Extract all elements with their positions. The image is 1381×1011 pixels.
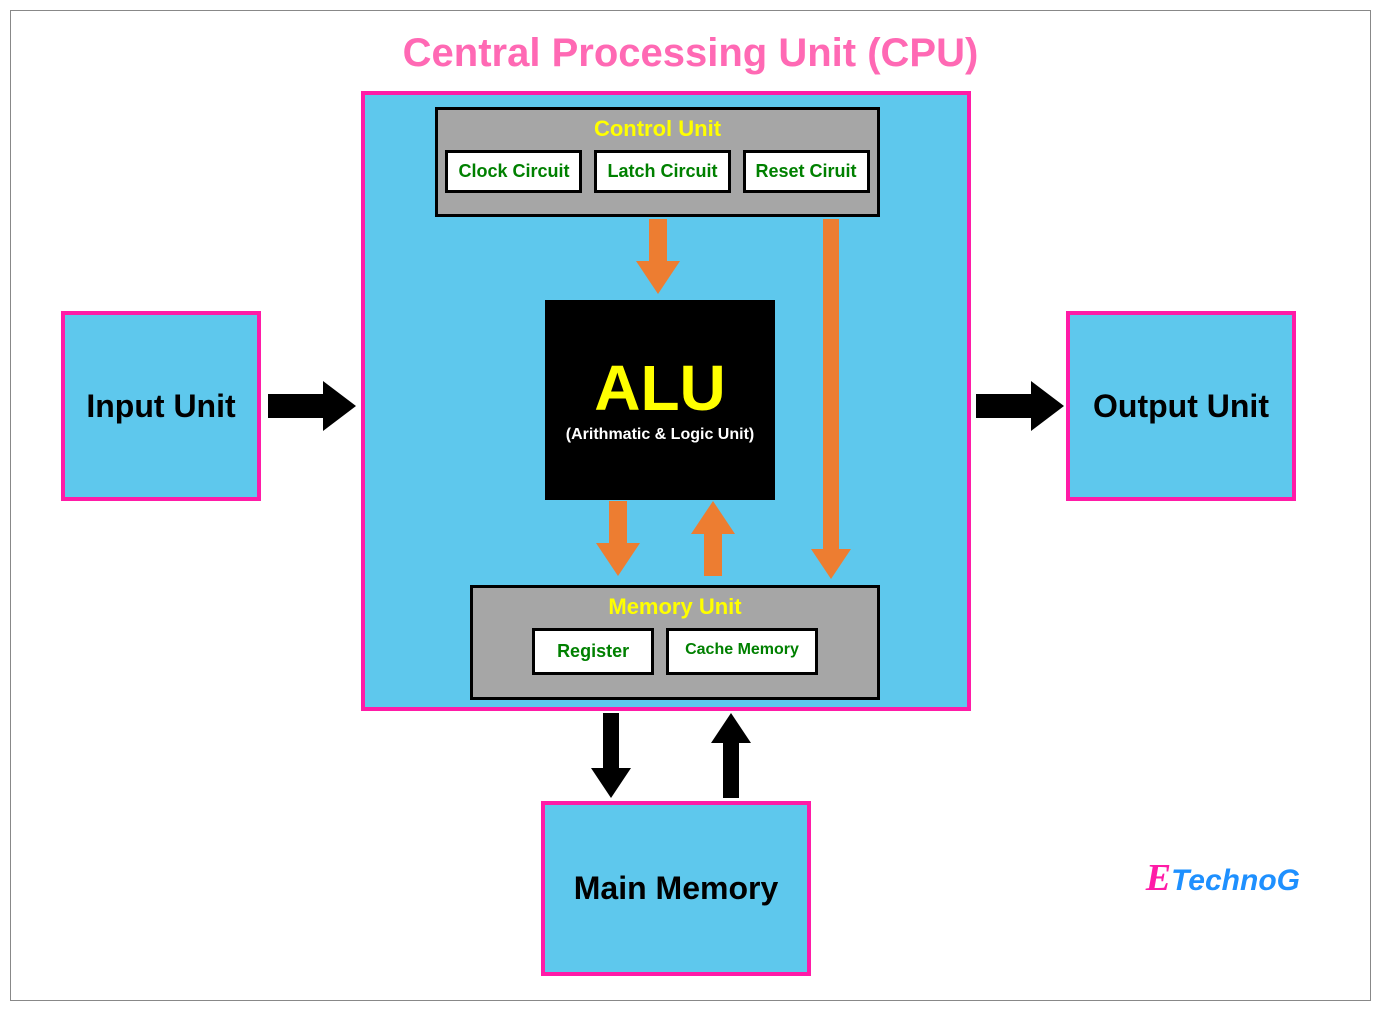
clock-circuit-box: Clock Circuit bbox=[445, 150, 582, 193]
arrow-alu-to-memoryunit bbox=[596, 501, 640, 576]
cache-memory-box: Cache Memory bbox=[666, 628, 818, 675]
main-memory-box: Main Memory bbox=[541, 801, 811, 976]
watermark-e: E bbox=[1146, 857, 1171, 899]
register-box: Register bbox=[532, 628, 654, 675]
control-unit-items: Clock Circuit Latch Circuit Reset Ciruit bbox=[438, 150, 877, 193]
main-memory-label: Main Memory bbox=[574, 870, 778, 907]
arrow-cpu-to-output bbox=[976, 381, 1064, 431]
arrow-control-to-alu bbox=[636, 219, 680, 294]
cpu-box: Control Unit Clock Circuit Latch Circuit… bbox=[361, 91, 971, 711]
alu-subtitle: (Arithmatic & Logic Unit) bbox=[566, 426, 754, 444]
arrow-control-to-memoryunit bbox=[811, 219, 851, 579]
alu-label: ALU bbox=[594, 356, 726, 420]
reset-circuit-box: Reset Ciruit bbox=[743, 150, 870, 193]
watermark: ETechnoG bbox=[1146, 856, 1300, 900]
alu-box: ALU (Arithmatic & Logic Unit) bbox=[545, 300, 775, 500]
control-unit-label: Control Unit bbox=[438, 116, 877, 142]
memory-unit-box: Memory Unit Register Cache Memory bbox=[470, 585, 880, 700]
input-unit-box: Input Unit bbox=[61, 311, 261, 501]
latch-circuit-box: Latch Circuit bbox=[594, 150, 730, 193]
arrow-input-to-cpu bbox=[268, 381, 356, 431]
watermark-rest: TechnoG bbox=[1171, 864, 1300, 897]
diagram-canvas: Central Processing Unit (CPU) Control Un… bbox=[10, 10, 1371, 1001]
memory-unit-label: Memory Unit bbox=[473, 594, 877, 620]
arrow-cpu-to-mainmemory bbox=[591, 713, 631, 798]
output-unit-label: Output Unit bbox=[1093, 388, 1269, 425]
output-unit-box: Output Unit bbox=[1066, 311, 1296, 501]
memory-unit-items: Register Cache Memory bbox=[473, 628, 877, 675]
input-unit-label: Input Unit bbox=[86, 388, 235, 425]
arrow-mainmemory-to-cpu bbox=[711, 713, 751, 798]
diagram-title: Central Processing Unit (CPU) bbox=[11, 31, 1370, 76]
arrow-memoryunit-to-alu bbox=[691, 501, 735, 576]
control-unit-box: Control Unit Clock Circuit Latch Circuit… bbox=[435, 107, 880, 217]
